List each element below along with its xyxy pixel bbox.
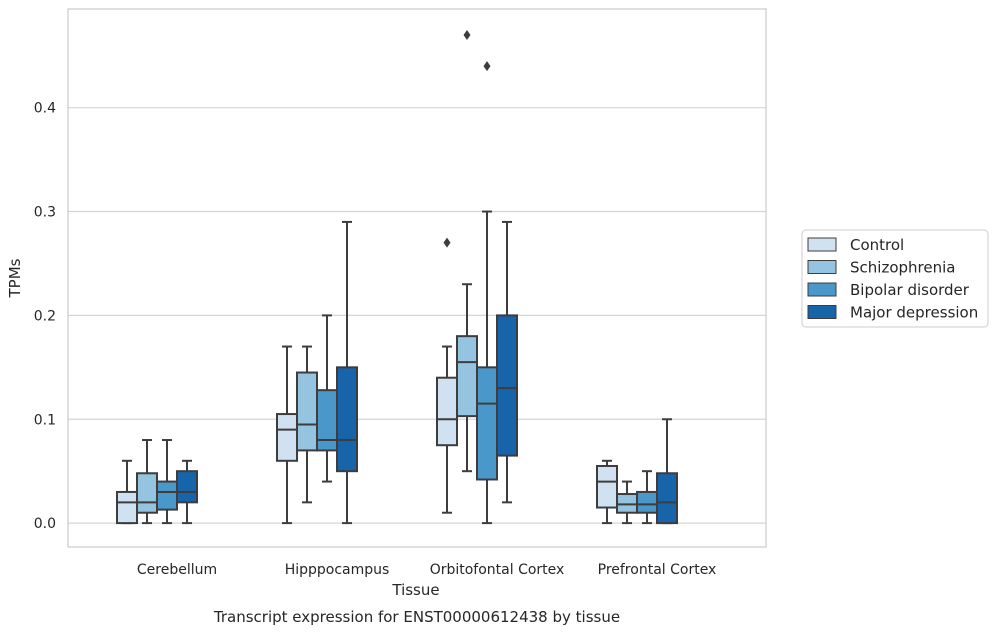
- box-iqr: [156, 480, 178, 511]
- legend-swatch: [807, 282, 837, 297]
- legend-swatch: [807, 260, 837, 274]
- x-tick-label: Orbitofontal Cortex: [430, 562, 565, 578]
- y-tick-label: 0.1: [34, 412, 56, 428]
- x-tick-label: Prefrontal Cortex: [598, 562, 717, 578]
- y-tick-labels: 0.0 0.1 0.2 0.3 0.4: [34, 101, 56, 532]
- box-control: [116, 459, 138, 525]
- box-iqr: [336, 366, 358, 473]
- gridlines: [68, 107, 766, 524]
- legend-label: Major depression: [850, 304, 978, 322]
- x-tick-labels: Cerebellum Hipppocampus Orbitofontal Corte…: [137, 562, 716, 578]
- box-bipolar-disorder: [476, 61, 498, 525]
- legend-label: Schizophrenia: [850, 259, 955, 277]
- box-control: [436, 237, 458, 514]
- box-iqr: [316, 389, 338, 452]
- box-bipolar-disorder: [316, 314, 338, 483]
- box-iqr: [476, 366, 498, 481]
- box-iqr: [296, 371, 318, 452]
- y-tick-label: 0.0: [34, 516, 56, 532]
- plot-area-frame: [67, 8, 767, 548]
- box-iqr: [636, 490, 658, 514]
- box-major-depression: [656, 418, 678, 525]
- legend-swatch: [807, 237, 837, 252]
- chart-caption: Transcript expression for ENST0000061243…: [213, 608, 620, 626]
- y-tick-label: 0.3: [34, 205, 56, 221]
- box-iqr: [436, 376, 458, 447]
- box-schizophrenia: [296, 345, 318, 504]
- x-tick-label: Hipppocampus: [285, 562, 390, 578]
- box-major-depression: [336, 220, 358, 525]
- legend-frame: [801, 229, 989, 328]
- y-tick-label: 0.2: [34, 308, 56, 324]
- box-iqr: [656, 472, 678, 525]
- legend-swatch: [807, 305, 837, 319]
- box-bipolar-disorder: [156, 439, 178, 525]
- legend: Control Schizophrenia Bipolar disorder Majo…: [801, 229, 989, 328]
- outlier-point: [483, 61, 491, 72]
- box-major-depression: [496, 220, 518, 504]
- boxes-layer: [116, 29, 678, 525]
- legend-label: Bipolar disorder: [850, 281, 970, 299]
- box-control: [596, 459, 618, 525]
- box-bipolar-disorder: [636, 470, 658, 525]
- box-schizophrenia: [616, 480, 638, 525]
- outlier-point: [463, 29, 471, 40]
- box-control: [276, 345, 298, 525]
- x-axis-label: Tissue: [391, 581, 439, 599]
- y-tick-label: 0.4: [34, 101, 56, 117]
- y-axis-label: TPMs: [6, 258, 24, 298]
- box-iqr: [136, 472, 158, 514]
- legend-label: Control: [850, 236, 904, 254]
- box-iqr: [116, 490, 138, 525]
- box-iqr: [456, 335, 478, 418]
- box-iqr: [276, 413, 298, 462]
- box-iqr: [176, 470, 198, 504]
- box-major-depression: [176, 459, 198, 525]
- x-tick-label: Cerebellum: [137, 562, 217, 578]
- box-schizophrenia: [136, 439, 158, 525]
- box-iqr: [496, 314, 518, 457]
- outlier-point: [443, 237, 451, 248]
- box-iqr: [616, 493, 638, 514]
- box-iqr: [596, 464, 618, 509]
- box-schizophrenia: [456, 29, 478, 473]
